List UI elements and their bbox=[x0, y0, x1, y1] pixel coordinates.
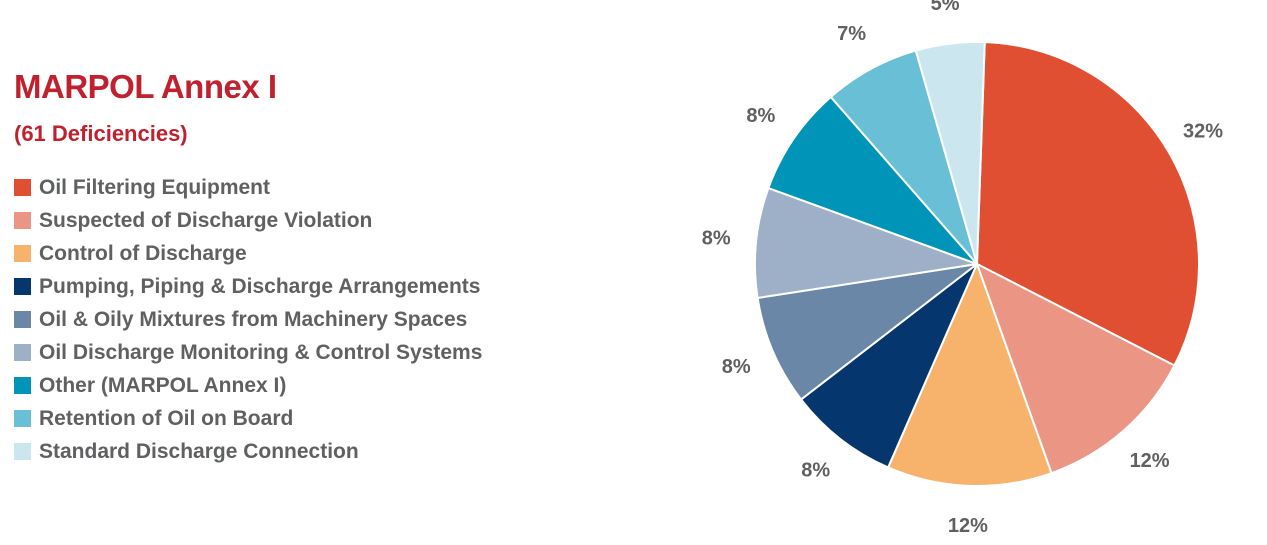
slice-percent-label: 7% bbox=[837, 23, 866, 45]
legend-item: Standard Discharge Connection bbox=[14, 435, 482, 468]
slice-percent-label: 8% bbox=[702, 227, 731, 249]
chart-title: MARPOL Annex I bbox=[14, 68, 277, 105]
legend-swatch bbox=[14, 311, 31, 328]
legend-item: Retention of Oil on Board bbox=[14, 402, 482, 435]
legend-label: Suspected of Discharge Violation bbox=[39, 208, 373, 232]
slice-percent-label: 12% bbox=[948, 515, 988, 537]
slice-percent-label: 8% bbox=[801, 459, 830, 481]
legend-swatch bbox=[14, 443, 31, 460]
legend-item: Control of Discharge bbox=[14, 237, 482, 270]
legend-item: Oil Filtering Equipment bbox=[14, 171, 482, 204]
slice-percent-label: 8% bbox=[722, 356, 751, 378]
legend-swatch bbox=[14, 212, 31, 229]
legend-label: Oil Discharge Monitoring & Control Syste… bbox=[39, 340, 483, 364]
pie-slice bbox=[976, 263, 1176, 475]
legend-item: Other (MARPOL Annex I) bbox=[14, 369, 482, 402]
legend-label: Other (MARPOL Annex I) bbox=[39, 373, 287, 397]
legend: Oil Filtering Equipment Suspected of Dis… bbox=[14, 171, 482, 468]
legend-swatch bbox=[14, 278, 31, 295]
legend-swatch bbox=[14, 179, 31, 196]
slice-percent-label: 12% bbox=[1130, 450, 1170, 472]
legend-swatch bbox=[14, 344, 31, 361]
pie-slice bbox=[976, 41, 1200, 367]
legend-label: Control of Discharge bbox=[39, 241, 247, 265]
legend-swatch bbox=[14, 410, 31, 427]
slice-percent-label: 5% bbox=[931, 0, 960, 15]
legend-swatch bbox=[14, 377, 31, 394]
pie-slice bbox=[767, 95, 978, 265]
legend-item: Oil & Oily Mixtures from Machinery Space… bbox=[14, 303, 482, 336]
legend-label: Standard Discharge Connection bbox=[39, 439, 359, 463]
pie-slice bbox=[914, 41, 986, 265]
legend-label: Pumping, Piping & Discharge Arrangements bbox=[39, 274, 481, 298]
pie-slice bbox=[756, 263, 978, 401]
legend-item: Pumping, Piping & Discharge Arrangements bbox=[14, 270, 482, 303]
legend-item: Suspected of Discharge Violation bbox=[14, 204, 482, 237]
legend-label: Oil & Oily Mixtures from Machinery Space… bbox=[39, 307, 468, 331]
legend-swatch bbox=[14, 245, 31, 262]
legend-item: Oil Discharge Monitoring & Control Syste… bbox=[14, 336, 482, 369]
slice-percent-label: 8% bbox=[746, 105, 775, 127]
chart-subtitle: (61 Deficiencies) bbox=[14, 121, 188, 146]
pie-slice bbox=[754, 187, 978, 299]
slice-percent-label: 32% bbox=[1183, 120, 1223, 142]
pie-slice bbox=[887, 263, 1053, 487]
legend-label: Oil Filtering Equipment bbox=[39, 175, 270, 199]
legend-label: Retention of Oil on Board bbox=[39, 406, 294, 430]
pie-slice bbox=[800, 263, 978, 469]
